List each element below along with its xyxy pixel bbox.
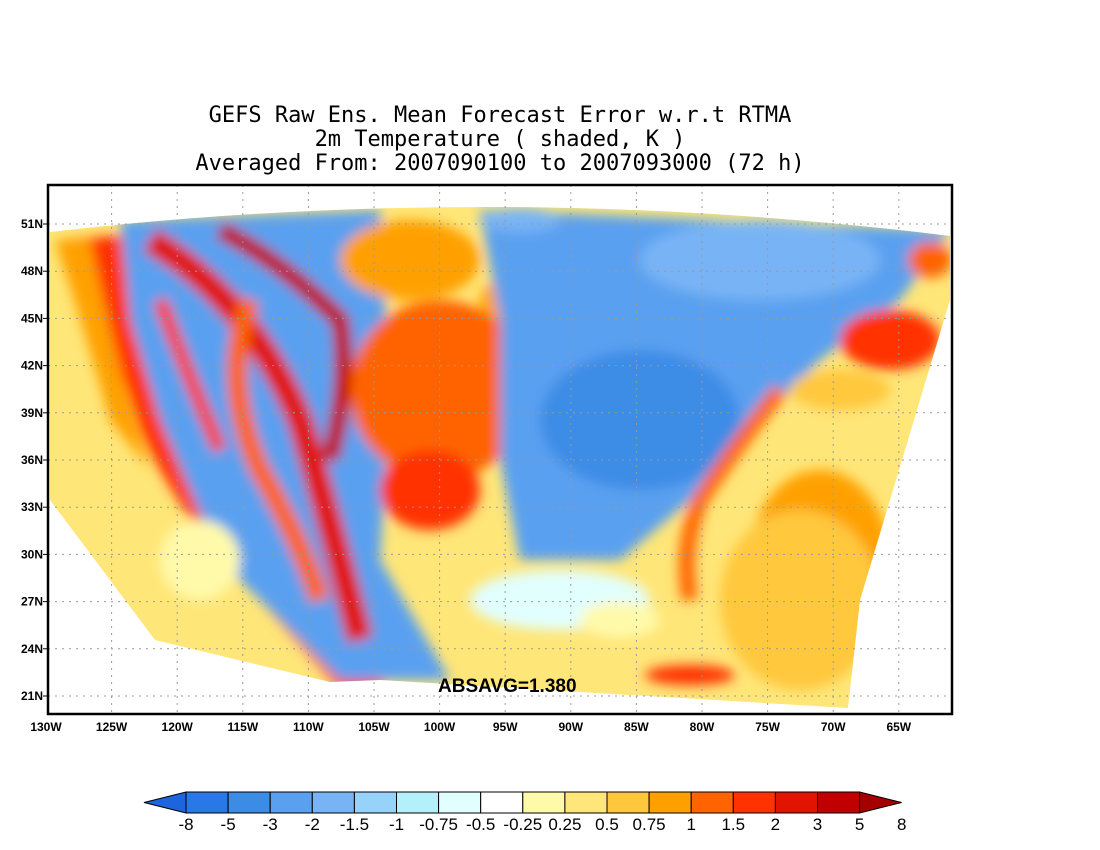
lon-label: 75W xyxy=(755,720,780,734)
colorbar-label: 5 xyxy=(855,815,864,834)
colorbar-label: -0.75 xyxy=(419,815,458,834)
colorbar-label: 8 xyxy=(897,815,906,834)
colorbar-box xyxy=(269,791,313,814)
lon-label: 115W xyxy=(227,720,258,734)
lon-label: 125W xyxy=(96,720,128,734)
lat-label: 33N xyxy=(21,500,43,514)
lat-label: 30N xyxy=(21,547,43,561)
lat-label: 42N xyxy=(21,359,43,373)
colorbar-label: 0.5 xyxy=(595,815,619,834)
absavg-stat: ABSAVG=1.380 xyxy=(438,676,577,697)
lat-label: 48N xyxy=(21,264,43,278)
colorbar-label: -0.25 xyxy=(503,815,542,834)
lon-label: 130W xyxy=(30,720,62,734)
colorbar-box xyxy=(648,791,692,814)
colorbar-box xyxy=(311,791,355,814)
lon-label: 110W xyxy=(293,720,324,734)
colorbar-label: -1.5 xyxy=(340,815,369,834)
title-line-2: 2m Temperature ( shaded, K ) xyxy=(314,127,686,152)
colorbar-label: -0.5 xyxy=(466,815,495,834)
colorbar-label: 3 xyxy=(813,815,822,834)
title-line-1: GEFS Raw Ens. Mean Forecast Error w.r.t … xyxy=(208,103,792,128)
colorbar-box xyxy=(690,791,734,814)
colorbar-label: -2 xyxy=(305,815,320,834)
temperature-error-field xyxy=(50,206,950,709)
colorbar-label: -8 xyxy=(178,815,193,834)
lon-label: 70W xyxy=(821,720,846,734)
colorbar-arrow-high xyxy=(859,791,902,814)
lon-label: 65W xyxy=(886,720,911,734)
lat-label: 24N xyxy=(21,642,43,656)
lon-label: 95W xyxy=(493,720,518,734)
title-line-3: Averaged From: 2007090100 to 2007093000 … xyxy=(195,151,805,176)
colorbar-box xyxy=(522,791,566,814)
lat-label: 45N xyxy=(21,311,43,325)
colorbar-box xyxy=(564,791,608,814)
lon-label: 85W xyxy=(624,720,649,734)
colorbar-label: 1 xyxy=(686,815,695,834)
lon-label: 80W xyxy=(690,720,715,734)
lat-label: 36N xyxy=(21,453,43,467)
colorbar-box xyxy=(480,791,524,814)
lat-label: 27N xyxy=(21,595,43,609)
colorbar-box xyxy=(353,791,397,814)
lat-label: 21N xyxy=(21,689,43,703)
lat-label: 51N xyxy=(21,217,43,231)
colorbar-label: 0.75 xyxy=(633,815,666,834)
colorbar-box xyxy=(817,791,861,814)
colorbar-arrow-low xyxy=(143,791,187,814)
lon-label: 105W xyxy=(358,720,390,734)
colorbar-label: -3 xyxy=(263,815,278,834)
map-frame xyxy=(46,183,954,716)
colorbar-label: -5 xyxy=(221,815,236,834)
longitude-labels: 130W 125W 120W 115W 110W 105W 100W 95W 90W 85W 80W… xyxy=(30,720,911,734)
lat-label: 39N xyxy=(21,406,43,420)
colorbar-label: 2 xyxy=(771,815,780,834)
colorbar-box xyxy=(396,791,440,814)
colorbar-box xyxy=(227,791,271,814)
colorbar-box xyxy=(774,791,819,814)
lon-label: 100W xyxy=(424,720,456,734)
lon-label: 120W xyxy=(162,720,194,734)
colorbar-label: 1.5 xyxy=(721,815,745,834)
colorbar-box xyxy=(185,791,229,814)
lon-label: 90W xyxy=(558,720,583,734)
colorbar-label: 0.25 xyxy=(548,815,581,834)
colorbar-box xyxy=(606,791,650,814)
colorbar-label: -1 xyxy=(389,815,404,834)
latitude-labels: 51N 48N 45N 42N 39N 36N 33N 30N 27N 24N 21N xyxy=(21,217,48,703)
colorbar: -8 -5 -3 -2 -1.5 -1 -0.75 -0.5 -0.25 0.25 0.5 0.75 1… xyxy=(143,791,906,834)
colorbar-box xyxy=(732,791,776,814)
colorbar-box xyxy=(438,791,482,814)
